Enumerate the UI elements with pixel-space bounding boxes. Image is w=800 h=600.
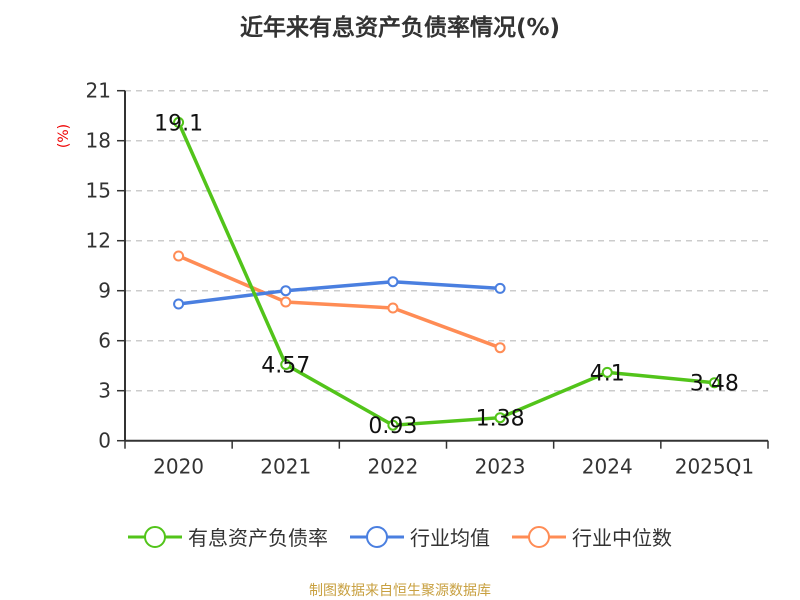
- y-tick-label: 3: [98, 379, 111, 403]
- legend-item[interactable]: 有息资产负债率: [128, 522, 328, 551]
- y-tick-label: 12: [86, 229, 111, 253]
- data-point: [387, 302, 399, 314]
- data-point: [387, 419, 399, 431]
- data-point: [280, 359, 292, 371]
- data-label: 4.57: [261, 354, 310, 379]
- data-label: 3.48: [690, 372, 739, 397]
- x-tick-label: 2023: [475, 455, 526, 479]
- legend: 有息资产负债率 行业均值 行业中位数: [0, 522, 800, 551]
- data-point: [173, 250, 185, 262]
- legend-label: 行业均值: [410, 526, 490, 550]
- legend-marker-icon: [512, 525, 566, 548]
- chart-title: 近年来有息资产负债率情况(%): [239, 15, 561, 41]
- data-label: 19.1: [154, 111, 203, 136]
- source-note: 制图数据来自恒生聚源数据库: [309, 583, 491, 599]
- data-point: [173, 298, 185, 310]
- data-point: [494, 412, 506, 424]
- y-tick-label: 0: [98, 429, 111, 453]
- x-tick-label: 2021: [260, 455, 311, 479]
- x-tick-label: 2025Q1: [675, 455, 754, 479]
- x-tick-label: 2024: [582, 455, 633, 479]
- series-line: [177, 254, 501, 350]
- data-point: [280, 285, 292, 297]
- data-label: 1.38: [476, 407, 525, 432]
- y-tick-label: 9: [98, 279, 111, 303]
- legend-label: 行业中位数: [572, 526, 672, 550]
- legend-item[interactable]: 行业中位数: [512, 522, 672, 551]
- data-point: [494, 342, 506, 354]
- x-tick-label: 2022: [367, 455, 418, 479]
- data-point: [494, 282, 506, 294]
- legend-marker-icon: [128, 525, 182, 548]
- y-tick-label: 15: [86, 179, 111, 203]
- y-tick-label: 21: [86, 79, 111, 103]
- y-tick-label: 6: [98, 329, 111, 353]
- legend-item[interactable]: 行业均值: [350, 522, 490, 551]
- series-line: [176, 121, 715, 427]
- legend-label: 有息资产负债率: [188, 526, 328, 550]
- data-point: [708, 377, 720, 389]
- data-label: 0.93: [368, 414, 417, 439]
- data-point: [280, 296, 292, 308]
- data-point: [387, 276, 399, 288]
- data-point: [601, 366, 613, 378]
- data-label: 4.1: [590, 361, 625, 386]
- data-point: [173, 116, 185, 128]
- series-line: [178, 279, 501, 306]
- legend-marker-icon: [350, 525, 404, 548]
- y-tick-label: 18: [86, 129, 111, 153]
- x-tick-label: 2020: [153, 455, 204, 479]
